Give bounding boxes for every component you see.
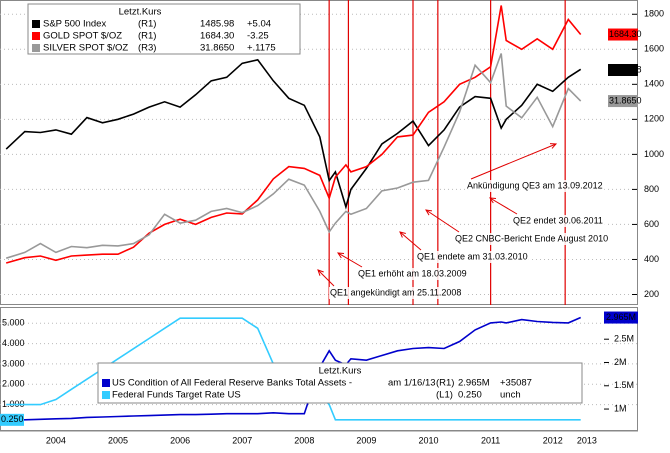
legend-swatch	[32, 20, 40, 28]
y-tick-label: 4.000	[2, 338, 25, 348]
annotation: QE1 endete am 31.03.2010	[417, 251, 528, 261]
legend-last: 1485.98	[200, 19, 234, 30]
annotation-arrow	[337, 252, 363, 268]
legend-swatch	[102, 379, 110, 387]
x-tick-label: 2004	[46, 435, 66, 445]
annotation-arrow	[317, 269, 335, 287]
annotation-bg	[357, 268, 472, 280]
x-tick-label: 2007	[232, 435, 252, 445]
legend-title: Letzt.Kurs	[119, 7, 162, 18]
legend-title: Letzt.Kurs	[319, 366, 362, 377]
legend-swatch	[102, 391, 110, 399]
last-value-label: 1684.30	[609, 29, 642, 39]
y2-tick-label: 1.5M	[614, 380, 634, 390]
annotation-arrow	[489, 197, 518, 215]
last-value-label: 0.250	[1, 414, 24, 424]
y-tick-label: 5.000	[2, 318, 25, 328]
annotation-bg	[329, 287, 468, 299]
legend-name: S&P 500 Index	[43, 19, 106, 30]
annotation-bg	[454, 233, 612, 245]
annotation-arrowhead	[489, 197, 497, 204]
annotation-arrowhead	[337, 252, 345, 259]
annotation-arrow	[399, 231, 422, 251]
legend-name: US Condition of All Federal Reserve Bank…	[112, 378, 352, 389]
annotation: QE1 angekündigt am 25.11.2008	[330, 287, 461, 297]
legend-name: GOLD SPOT $/OZ	[43, 31, 122, 42]
y2-tick-label: 1M	[614, 403, 627, 413]
y-tick-label: 1800	[644, 9, 664, 19]
legend-axis: (R3)	[138, 43, 156, 54]
last-value-badge	[0, 413, 24, 426]
legend-axis: (R1)	[436, 378, 454, 389]
y-tick-label: 800	[644, 184, 659, 194]
y-tick-label: 3.000	[2, 358, 25, 368]
series-line	[5, 53, 582, 259]
last-value-label: 1485.98	[609, 64, 642, 74]
legend-last: 1684.30	[200, 31, 234, 42]
annotation: QE2 endet 30.06.2011	[513, 215, 603, 225]
y-tick-label: 600	[644, 219, 659, 229]
legend-last: 31.8650	[200, 43, 234, 54]
legend-date: am 1/16/13	[388, 378, 436, 389]
y-tick-label: 200	[644, 289, 659, 299]
series-line	[5, 5, 582, 264]
legend-change: -3.25	[247, 31, 269, 42]
legend-change: +35087	[500, 378, 532, 389]
last-value-badge	[608, 95, 638, 108]
x-tick-label: 2008	[294, 435, 314, 445]
legend-axis: (R1)	[138, 31, 156, 42]
legend-name: SILVER SPOT $/OZ	[43, 43, 128, 54]
legend-last: 2.965M	[458, 378, 490, 389]
top-panel-frame	[0, 0, 638, 305]
legend-axis: (L1)	[436, 390, 453, 401]
x-tick-label: 2012	[543, 435, 563, 445]
legend-change: +.1175	[247, 43, 276, 54]
legend: Letzt.Kurs S&P 500 Index (R1) 1485.98 +5.04 G…	[27, 3, 301, 55]
legend-change: unch	[500, 390, 521, 401]
legend-change: +5.04	[247, 19, 271, 30]
y2-tick-label: 2M	[614, 357, 627, 367]
y-tick-label: 1000	[644, 149, 664, 159]
y-tick-label: 1200	[644, 114, 664, 124]
annotation-arrowhead	[317, 269, 324, 276]
legend-box	[27, 3, 301, 55]
legend-box	[97, 362, 583, 404]
annotation: Ankündigung QE3 am 13.09.2012	[467, 180, 603, 190]
annotation-bg	[466, 180, 605, 192]
legend-name: Federal Funds Target Rate US	[112, 390, 241, 401]
last-value-badge	[608, 28, 638, 41]
x-tick-label: 2011	[481, 435, 500, 445]
y-tick-label: 400	[644, 254, 659, 264]
annotation-bg	[416, 251, 531, 263]
last-value-badge	[608, 64, 638, 76]
annotation-arrowhead	[549, 143, 558, 149]
y-tick-label: 1400	[644, 79, 664, 89]
last-value-badge	[604, 311, 638, 324]
x-tick-label: 2005	[108, 435, 128, 445]
y2-tick-label: 2.5M	[614, 334, 634, 344]
y-tick-label: 1600	[644, 44, 664, 54]
legend-swatch	[32, 32, 40, 40]
annotation-arrow	[470, 143, 557, 180]
series-line	[5, 58, 582, 210]
y-tick-label: 2.000	[2, 379, 25, 389]
legend-last: 0.250	[458, 390, 482, 401]
annotation-bg	[512, 215, 608, 227]
x-tick-label: 2013	[577, 435, 597, 445]
annotation-arrowhead	[425, 209, 433, 216]
legend-swatch	[32, 44, 40, 52]
x-tick-label: 2006	[170, 435, 190, 445]
annotation: QE1 erhöht am 18.03.2009	[358, 268, 467, 278]
legend-axis: (R1)	[138, 19, 156, 30]
x-tick-label: 2010	[419, 435, 439, 445]
annotation-arrowhead	[399, 231, 406, 238]
last-value-label: 31.8650	[609, 95, 642, 105]
x-tick-label: 2009	[356, 435, 376, 445]
last-value-label: 2.965M	[606, 312, 636, 322]
annotation: QE2 CNBC-Bericht Ende August 2010	[455, 233, 608, 243]
annotation-arrow	[425, 209, 460, 233]
